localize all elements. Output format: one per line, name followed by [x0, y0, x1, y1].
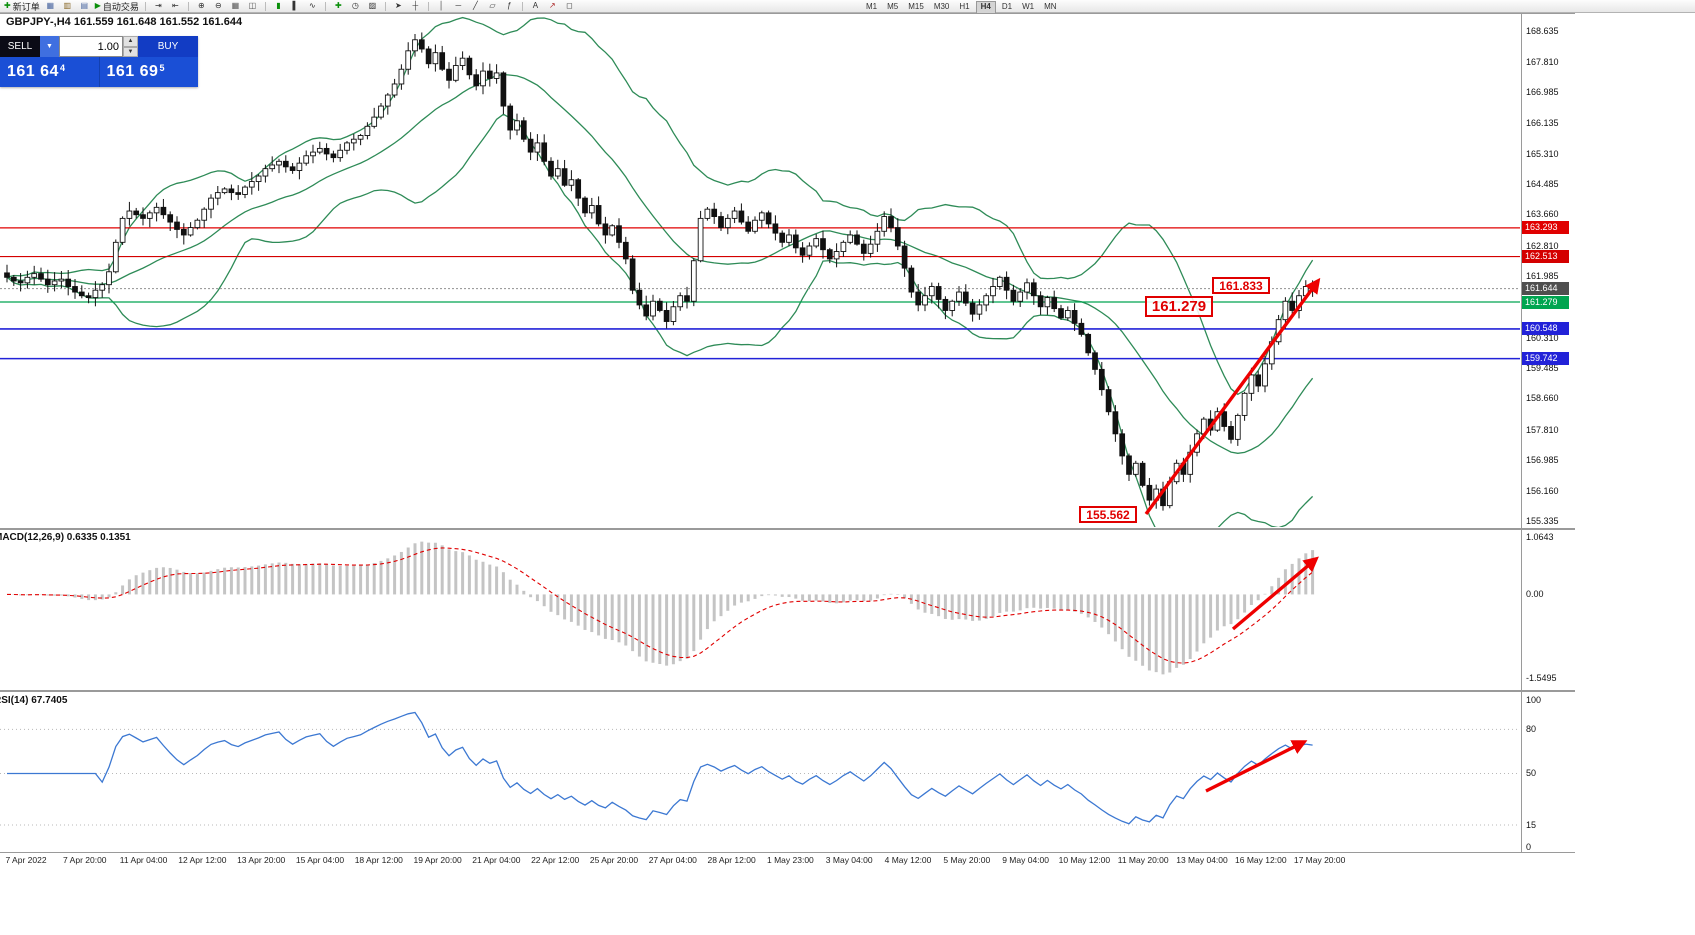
volume-up-icon[interactable]: ▲ — [123, 36, 138, 47]
add-indicator-icon: ✚ — [335, 1, 342, 10]
auto-trading-button[interactable]: ▶ 自动交易 — [94, 1, 140, 12]
toolbar-separator-line — [427, 1, 429, 11]
zoom-out-icon: ⊖ — [215, 1, 222, 10]
bid-price[interactable]: 161 64 4 — [7, 63, 66, 80]
text-button[interactable]: A — [528, 1, 543, 12]
trend-arrow-macd — [1231, 556, 1319, 631]
profiles-icon: ▥ — [63, 1, 71, 10]
auto-trading-label: 自动交易 — [102, 1, 139, 12]
bar-chart-icon: ▮ — [276, 1, 281, 10]
timeframe-M30-button[interactable]: M30 — [933, 2, 950, 11]
volume-input[interactable] — [59, 36, 123, 57]
market-watch-button[interactable]: ▤ — [77, 1, 92, 12]
horizontal-line-icon: ─ — [455, 1, 462, 10]
trendline-button[interactable]: ╱ — [468, 1, 483, 12]
toolbar-separator-line — [384, 1, 386, 11]
chart-window-icon: ▦ — [46, 1, 54, 10]
timeframe-W1-button[interactable]: W1 — [1022, 2, 1035, 11]
market-watch-icon: ▤ — [80, 1, 88, 10]
bar-chart-button[interactable]: ▮ — [271, 1, 286, 12]
chart-window-button[interactable]: ▦ — [43, 1, 58, 12]
periods-icon: ◷ — [351, 1, 359, 10]
timeframe-M1-button[interactable]: M1 — [866, 2, 878, 11]
line-chart-button[interactable]: ∿ — [305, 1, 320, 12]
timeframe-MN-button[interactable]: MN — [1044, 2, 1057, 11]
timeframe-M15-button[interactable]: M15 — [908, 2, 924, 11]
timeframe-H4-button[interactable]: H4 — [975, 1, 996, 14]
volume-dropdown-caret-icon[interactable]: ▼ — [40, 36, 59, 57]
horizontal-line-button[interactable]: ─ — [451, 1, 466, 12]
crosshair-icon: ┼ — [412, 1, 419, 10]
chart-shift-button[interactable]: ⇤ — [168, 1, 183, 12]
vertical-line-button[interactable]: │ — [434, 1, 449, 12]
shapes-icon: ◻ — [566, 1, 573, 10]
new-order-icon: ✚ — [4, 1, 11, 10]
main-price-panel[interactable] — [0, 16, 1520, 557]
new-order-button[interactable]: ✚ 新订单 — [3, 1, 41, 12]
tile-windows-icon: ◫ — [248, 1, 257, 10]
profiles-button[interactable]: ▥ — [60, 1, 75, 12]
scroll-to-end-button[interactable]: ⇥ — [151, 1, 166, 12]
buy-button[interactable]: BUY — [138, 36, 198, 57]
trend-arrow-rsi — [1205, 740, 1308, 793]
trend-arrow-main — [1144, 277, 1321, 516]
one-click-trade-panel: SELL ▼ ▲ ▼ BUY 161 644 161 695 — [0, 36, 198, 87]
grid-icon: ▦ — [231, 1, 240, 10]
cursor-button[interactable]: ➤ — [391, 1, 406, 12]
toolbar-separator-line — [187, 1, 189, 11]
timeframe-M5-button[interactable]: M5 — [887, 2, 899, 11]
cursor-icon: ➤ — [395, 1, 402, 10]
toolbar-separator-line — [324, 1, 326, 11]
templates-icon: ▨ — [368, 1, 377, 10]
vertical-line-icon: │ — [438, 1, 444, 10]
periods-button[interactable]: ◷ — [348, 1, 363, 12]
timeframe-D1-button[interactable]: D1 — [1001, 2, 1013, 11]
equidistant-channel-button[interactable]: ▱ — [485, 1, 500, 12]
rsi-panel[interactable] — [0, 711, 1520, 826]
templates-button[interactable]: ▨ — [365, 1, 380, 12]
crosshair-button[interactable]: ┼ — [408, 1, 423, 12]
chart-shift-icon: ⇤ — [172, 1, 179, 10]
volume-down-icon[interactable]: ▼ — [123, 46, 138, 57]
trendline-icon: ╱ — [472, 1, 478, 10]
new-order-label: 新订单 — [12, 1, 40, 12]
equidistant-channel-icon: ▱ — [489, 1, 496, 10]
toolbar-separator-line — [521, 1, 523, 11]
shapes-button[interactable]: ◻ — [562, 1, 577, 12]
timeframe-H1-button[interactable]: H1 — [959, 2, 970, 11]
sell-button[interactable]: SELL — [0, 36, 40, 57]
toolbar-separator-line — [264, 1, 266, 11]
grid-button[interactable]: ▦ — [228, 1, 243, 12]
volume-stepper: ▲ ▼ — [123, 36, 138, 57]
toolbar-separator-line — [144, 1, 146, 11]
timeframe-toolbar: M1 M5 M15 M30 H1 H4 D1 W1 MN — [862, 1, 1061, 14]
zoom-in-icon: ⊕ — [198, 1, 205, 10]
line-chart-icon: ∿ — [309, 1, 316, 10]
zoom-in-button[interactable]: ⊕ — [194, 1, 209, 12]
text-icon: A — [532, 1, 539, 10]
scroll-to-end-icon: ⇥ — [155, 1, 162, 10]
zoom-out-button[interactable]: ⊖ — [211, 1, 226, 12]
fibonacci-icon: ƒ — [507, 1, 512, 10]
candlestick-chart-button[interactable]: ▌ — [288, 1, 303, 12]
add-indicator-button[interactable]: ✚ — [331, 1, 346, 12]
tile-windows-button[interactable]: ◫ — [245, 1, 260, 12]
fibonacci-button[interactable]: ƒ — [502, 1, 517, 12]
candlestick-chart-icon: ▌ — [292, 1, 299, 10]
top-toolbar: ✚ 新订单 ▦ ▥ ▤ ▶ 自动交易 ⇥ ⇤ ⊕ ⊖ ▦ ◫ ▮ ▌ ∿ ✚ ◷ ▨ ➤ ┼ │ ─ ╱ ▱ ƒ A ↗ ◻ — [0, 0, 1695, 13]
ask-price[interactable]: 161 69 5 — [98, 57, 199, 87]
arrows-icon: ↗ — [549, 1, 556, 10]
macd-panel[interactable] — [6, 541, 1319, 675]
arrows-button[interactable]: ↗ — [545, 1, 560, 12]
auto-trading-icon: ▶ — [94, 1, 101, 10]
